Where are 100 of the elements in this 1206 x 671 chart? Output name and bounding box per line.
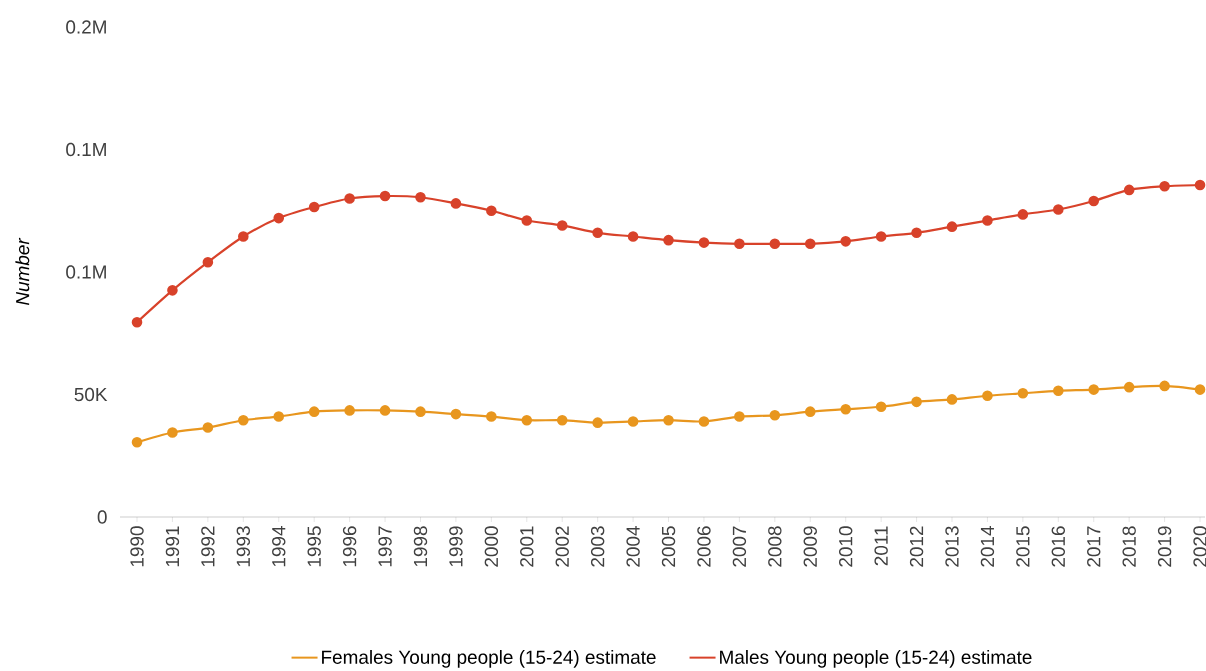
x-tick-label: 2005 xyxy=(661,526,676,567)
point xyxy=(592,227,603,239)
x-tick-label: 2004 xyxy=(626,526,640,567)
point xyxy=(875,231,887,242)
point xyxy=(238,414,249,426)
point xyxy=(627,416,639,427)
x-tick-label: 1990 xyxy=(130,526,144,567)
y-tick-label: 0.1M xyxy=(66,265,106,279)
x-tick-label: 2002 xyxy=(555,526,569,567)
point xyxy=(486,411,497,422)
point xyxy=(698,237,710,248)
point xyxy=(1123,184,1135,196)
x-tick-label: 2008 xyxy=(768,526,782,567)
x-tick-label: 2003 xyxy=(590,526,605,567)
x-tick-label: 2018 xyxy=(1122,526,1136,567)
x-tick-label: 2011 xyxy=(874,526,888,566)
point xyxy=(804,406,816,417)
point xyxy=(1194,179,1206,191)
y-tick-label: 0.2M xyxy=(66,20,106,34)
x-tick-label: 1994 xyxy=(272,526,286,567)
point xyxy=(663,414,674,426)
point xyxy=(840,236,851,247)
x-tick-label: 2007 xyxy=(732,526,747,567)
point xyxy=(202,422,214,433)
point xyxy=(769,410,781,421)
point xyxy=(946,221,958,232)
point xyxy=(1053,385,1064,397)
point xyxy=(167,285,178,296)
point xyxy=(415,406,426,417)
point xyxy=(769,238,781,250)
x-tick-label: 2017 xyxy=(1087,526,1101,567)
point xyxy=(592,417,603,428)
point xyxy=(238,231,249,242)
x-tick-label: 1991 xyxy=(165,526,180,567)
x-tick-label: 2006 xyxy=(697,526,711,567)
x-tick-label: 2016 xyxy=(1051,526,1065,567)
point xyxy=(911,227,922,239)
x-tick-label: 2013 xyxy=(945,526,959,567)
point xyxy=(1017,387,1029,399)
legend-label: Males Young people (15-24) estimate xyxy=(720,650,1032,668)
point xyxy=(840,403,851,415)
point xyxy=(982,390,993,402)
x-tick-label: 2020 xyxy=(1193,526,1206,567)
point xyxy=(1159,180,1170,192)
point xyxy=(450,198,462,209)
legend-label: Females Young people (15-24) estimate xyxy=(322,650,656,668)
x-tick-label: 1997 xyxy=(378,526,392,567)
point xyxy=(1053,204,1064,215)
point xyxy=(521,215,533,226)
point xyxy=(202,256,214,268)
point xyxy=(415,191,426,203)
point xyxy=(1123,381,1135,393)
x-tick-label: 1998 xyxy=(413,526,428,567)
point xyxy=(1194,384,1206,395)
point xyxy=(875,401,887,413)
x-tick-label: 2014 xyxy=(980,526,995,567)
point xyxy=(131,316,143,328)
point xyxy=(982,215,993,226)
point xyxy=(308,201,320,213)
point xyxy=(379,190,391,202)
x-tick-label: 2009 xyxy=(803,526,817,567)
point xyxy=(273,212,285,224)
point xyxy=(698,416,710,427)
point xyxy=(344,193,355,204)
y-axis-title: Number xyxy=(15,237,30,306)
point xyxy=(911,396,922,408)
point xyxy=(556,220,568,231)
x-tick-label: 1993 xyxy=(236,526,251,567)
point xyxy=(1017,209,1029,220)
point xyxy=(273,411,285,422)
point xyxy=(131,436,143,448)
x-tick-label: 2010 xyxy=(838,526,853,567)
x-tick-label: 1995 xyxy=(307,526,321,567)
x-tick-label: 2000 xyxy=(484,526,499,567)
y-tick-label: 0.1M xyxy=(66,142,106,157)
point xyxy=(167,427,178,438)
x-tick-label: 1999 xyxy=(449,526,463,567)
x-tick-label: 2012 xyxy=(909,526,924,567)
point xyxy=(663,234,674,246)
point xyxy=(627,231,639,242)
point xyxy=(308,406,320,417)
point xyxy=(1088,195,1100,207)
point xyxy=(734,411,745,422)
point xyxy=(556,414,568,426)
y-tick-label: 0 xyxy=(97,510,107,524)
point xyxy=(379,405,391,416)
point xyxy=(804,238,816,250)
point xyxy=(1088,384,1100,395)
x-tick-label: 2001 xyxy=(520,526,534,567)
x-tick-label: 2015 xyxy=(1016,526,1030,567)
point xyxy=(946,394,958,405)
point xyxy=(450,408,462,420)
point xyxy=(486,205,497,217)
point xyxy=(734,238,745,250)
x-tick-label: 2019 xyxy=(1157,526,1172,567)
point xyxy=(1159,380,1170,392)
x-tick-label: 1996 xyxy=(342,526,357,567)
point xyxy=(521,414,533,426)
point xyxy=(344,405,355,416)
y-tick-label: 50K xyxy=(74,387,108,402)
